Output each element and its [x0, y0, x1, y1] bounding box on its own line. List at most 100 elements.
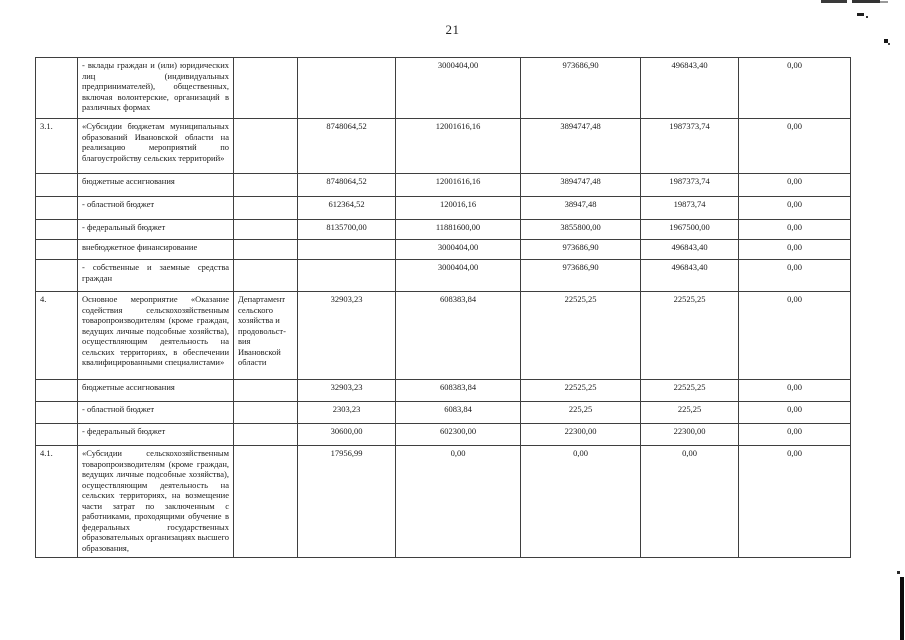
row-name-cell: - федеральный бюджет	[77, 219, 234, 240]
scan-artifact-edge-bar	[900, 577, 904, 640]
row-value-cell: 12001616,16	[395, 173, 521, 197]
row-value-cell: 973686,90	[520, 57, 641, 119]
row-value-cell: 0,00	[738, 291, 851, 380]
row-value-cell: 38947,48	[520, 196, 641, 220]
row-value-cell: 3894747,48	[520, 173, 641, 197]
row-executor-cell	[233, 196, 298, 220]
row-number-cell: 3.1.	[35, 118, 78, 174]
row-value-cell: 3855800,00	[520, 219, 641, 240]
row-number-cell: 4.	[35, 291, 78, 380]
row-value-cell: 0,00	[738, 259, 851, 292]
row-value-cell: 1967500,00	[640, 219, 739, 240]
row-value-cell: 973686,90	[520, 239, 641, 260]
row-value-cell: 0,00	[738, 239, 851, 260]
row-name-cell: - областной бюджет	[77, 196, 234, 220]
scan-artifact-mark	[897, 571, 900, 574]
table-row: 3.1. «Субсидии бюджетам муниципальных обр…	[35, 118, 851, 174]
row-value-cell: 0,00	[738, 401, 851, 424]
row-name-cell: Основное мероприятие «Оказание содействи…	[77, 291, 234, 380]
row-value-cell: 8748064,52	[297, 118, 396, 174]
budget-report-table: - вклады граждан и (или) юридических лиц…	[35, 57, 851, 558]
row-value-cell: 8135700,00	[297, 219, 396, 240]
table-row: - собственные и заемные средства граждан…	[35, 259, 851, 292]
row-value-cell: 22525,25	[520, 291, 641, 380]
row-executor-cell	[233, 401, 298, 424]
row-name-cell: «Субсидии сельскохозяйственным товаропро…	[77, 445, 234, 558]
table-row: - федеральный бюджет 8135700,00 11881600,0…	[35, 219, 851, 240]
row-value-cell: 0,00	[738, 445, 851, 558]
row-value-cell: 22525,25	[520, 379, 641, 402]
row-value-cell: 1987373,74	[640, 173, 739, 197]
row-value-cell: 0,00	[738, 173, 851, 197]
row-value-cell	[297, 239, 396, 260]
row-number-cell	[35, 219, 78, 240]
table-row: бюджетные ассигнования 8748064,52 12001616…	[35, 173, 851, 197]
row-number-cell	[35, 196, 78, 220]
scan-artifact-top-line	[821, 0, 847, 3]
row-value-cell: 12001616,16	[395, 118, 521, 174]
row-value-cell: 22525,25	[640, 379, 739, 402]
table-row: - областной бюджет 2303,23 6083,84 225,25 22…	[35, 401, 851, 424]
scan-artifact-mark	[857, 13, 864, 16]
row-name-cell: - вклады граждан и (или) юридических лиц…	[77, 57, 234, 119]
row-value-cell: 0,00	[738, 423, 851, 446]
table-row: - федеральный бюджет 30600,00 602300,00 223…	[35, 423, 851, 446]
row-value-cell: 225,25	[520, 401, 641, 424]
row-number-cell	[35, 401, 78, 424]
row-value-cell: 19873,74	[640, 196, 739, 220]
row-value-cell: 32903,23	[297, 379, 396, 402]
row-value-cell: 0,00	[395, 445, 521, 558]
table-row: внебюджетное финансирование 3000404,00 973…	[35, 239, 851, 260]
row-number-cell	[35, 259, 78, 292]
row-value-cell: 0,00	[738, 196, 851, 220]
scan-artifact-mark	[866, 16, 868, 18]
table-row: бюджетные ассигнования 32903,23 608383,84 2…	[35, 379, 851, 402]
row-name-cell: внебюджетное финансирование	[77, 239, 234, 260]
row-value-cell: 22300,00	[640, 423, 739, 446]
scan-artifact-top-line	[852, 0, 880, 3]
row-number-cell	[35, 173, 78, 197]
row-number-cell	[35, 423, 78, 446]
row-value-cell: 3894747,48	[520, 118, 641, 174]
row-executor-cell: Департамент сельского хозяйства и продов…	[233, 291, 298, 380]
row-executor-cell	[233, 259, 298, 292]
row-value-cell: 608383,84	[395, 379, 521, 402]
row-executor-cell	[233, 118, 298, 174]
row-value-cell: 30600,00	[297, 423, 396, 446]
row-value-cell: 0,00	[738, 219, 851, 240]
row-number-cell	[35, 239, 78, 260]
row-name-cell: - областной бюджет	[77, 401, 234, 424]
row-value-cell: 3000404,00	[395, 239, 521, 260]
row-value-cell: 612364,52	[297, 196, 396, 220]
row-value-cell: 0,00	[520, 445, 641, 558]
table-row: 4.1. «Субсидии сельскохозяйственным товар…	[35, 445, 851, 558]
page-number: 21	[445, 22, 460, 37]
row-name-cell: - федеральный бюджет	[77, 423, 234, 446]
row-value-cell	[297, 57, 396, 119]
row-executor-cell	[233, 173, 298, 197]
report-table-body: - вклады граждан и (или) юридических лиц…	[35, 57, 851, 558]
row-value-cell: 608383,84	[395, 291, 521, 380]
row-value-cell: 11881600,00	[395, 219, 521, 240]
row-executor-cell	[233, 379, 298, 402]
row-value-cell: 3000404,00	[395, 57, 521, 119]
row-value-cell: 32903,23	[297, 291, 396, 380]
row-name-cell: «Субсидии бюджетам муниципальных образов…	[77, 118, 234, 174]
scan-artifact-mark	[888, 43, 890, 45]
row-value-cell: 17956,99	[297, 445, 396, 558]
row-value-cell: 0,00	[640, 445, 739, 558]
row-value-cell: 973686,90	[520, 259, 641, 292]
row-value-cell: 1987373,74	[640, 118, 739, 174]
row-value-cell: 22300,00	[520, 423, 641, 446]
scan-artifact-top-line	[880, 1, 888, 3]
row-value-cell: 225,25	[640, 401, 739, 424]
row-value-cell: 8748064,52	[297, 173, 396, 197]
row-executor-cell	[233, 445, 298, 558]
row-executor-cell	[233, 239, 298, 260]
row-value-cell: 602300,00	[395, 423, 521, 446]
row-value-cell: 496843,40	[640, 239, 739, 260]
row-name-cell: бюджетные ассигнования	[77, 379, 234, 402]
row-value-cell: 120016,16	[395, 196, 521, 220]
row-value-cell: 0,00	[738, 57, 851, 119]
